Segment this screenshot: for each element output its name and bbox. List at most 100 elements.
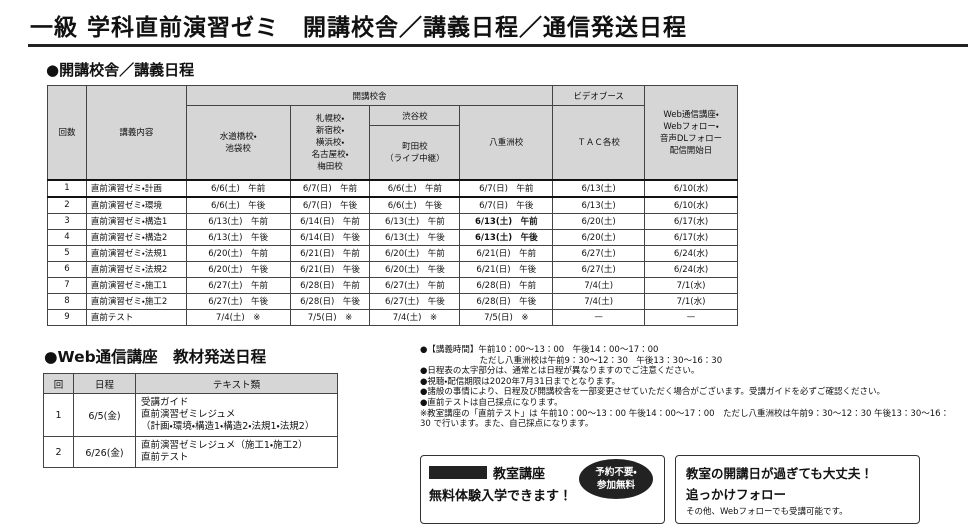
cell: 1 — [43, 393, 74, 437]
cell: 6/13(土) 午前 — [185, 212, 291, 230]
header-cell: 開講校舎 — [185, 85, 554, 106]
cell: 6/27(土) 午前 — [369, 276, 461, 294]
row: 7 直前演習ゼミ・施工1 6/27(土) 午前 6/28(日) 午前 6/27(土) 午… — [47, 276, 738, 294]
note: ●直前テストは自己採点になります。 — [420, 397, 563, 408]
row: 4 直前演習ゼミ・構造2 6/13(土) 午後 6/14(日) 午後 6/13(土) 午… — [47, 228, 738, 246]
cell: 6/13(土) 午前 — [369, 212, 461, 230]
badge: 予約不要・ 参加無料 — [579, 459, 653, 499]
cell: 6/28(日) 午後 — [459, 292, 554, 310]
header-cell: 札幌校・ 新宿校・ 横浜校・ 名古屋校・ 梅田校 — [289, 105, 371, 180]
promo-label: 教室講座 — [493, 467, 546, 482]
cell: 6/20(土) 午前 — [369, 244, 461, 262]
cell: 6 — [47, 260, 87, 278]
cell: 6/5(金) — [73, 393, 136, 437]
text-line: 梅田校 — [317, 162, 343, 173]
header-cell: 町田校 （ライブ中継） — [369, 125, 461, 180]
note: ●【講義時間】午前10：00～13：00 午後14：00～17：00 — [420, 345, 659, 355]
cell: 6/14(日) 午前 — [289, 212, 371, 230]
promo-title: 教室の開講日が過ぎても大丈夫！ — [686, 466, 873, 481]
row: 1 直前演習ゼミ・計画 6/6(土) 午前 6/7(日) 午前 6/6(土) 午前 6/7… — [47, 178, 738, 198]
text-line: 新宿校・ — [315, 126, 345, 137]
row: 8 直前演習ゼミ・施工2 6/27(土) 午後 6/28(日) 午後 6/27(土) 午… — [47, 292, 738, 310]
cell: 6/21(日) 午後 — [459, 260, 554, 278]
promo-text: 無料体験入学できます！ — [429, 489, 573, 504]
label-bar — [429, 466, 487, 479]
cell: 7/5(日) ※ — [459, 308, 554, 326]
cell: 6/13(土) 午後 — [185, 228, 291, 246]
row: 1 6/5(金) 受講ガイド 直前演習ゼミレジュメ （計画・環境・構造1・構造2・法規1… — [43, 393, 338, 437]
text-line: 札幌校・ — [315, 114, 345, 125]
cell: 直前演習ゼミレジュメ（施工1・施工2） 直前テスト — [135, 436, 338, 468]
cell: 6/20(土) — [552, 212, 646, 230]
row: 3 直前演習ゼミ・構造1 6/13(土) 午前 6/14(日) 午前 6/13(土) 午… — [47, 212, 738, 230]
text-line: 直前演習ゼミレジュメ — [141, 409, 236, 420]
cell: 6/20(土) 午後 — [185, 260, 291, 278]
cell: 6/13(土) — [552, 178, 646, 198]
cell: 6/7(日) 午前 — [459, 178, 554, 198]
cell: 6/26(金) — [73, 436, 136, 468]
row: 9 直前テスト 7/4(土) ※ 7/5(日) ※ 7/4(土) ※ 7/5(日) ※ — — — [47, 308, 738, 326]
cell: 6/7(日) 午後 — [459, 196, 554, 214]
section-heading: ●開講校舎／講義日程 — [46, 61, 195, 79]
cell: 6/27(土) 午後 — [185, 292, 291, 310]
cell: 6/28(日) 午前 — [289, 276, 371, 294]
cell: — — [644, 308, 738, 326]
text-line: 横浜校・ — [315, 138, 345, 149]
cell: 8 — [47, 292, 87, 310]
text-line: 参加無料 — [596, 480, 635, 491]
notes: ●【講義時間】午前10：00～13：00 午後14：00～17：00 ただし八重… — [420, 345, 955, 430]
text-line: 池袋校 — [225, 144, 251, 155]
cell: 6/17(水) — [644, 228, 738, 246]
cell: 6/13(土) 午前 — [459, 212, 554, 230]
header-cell: 渋谷校 — [369, 105, 461, 126]
cell: 6/21(日) 午後 — [289, 260, 371, 278]
row: 2 6/26(金) 直前演習ゼミレジュメ（施工1・施工2） 直前テスト — [43, 436, 338, 468]
cell: 6/27(土) 午前 — [185, 276, 291, 294]
header-cell: ＴＡＣ各校 — [552, 105, 646, 180]
cell: 9 — [47, 308, 87, 326]
cell: 6/27(土) 午後 — [369, 292, 461, 310]
text-line: Web通信講座・ — [663, 110, 719, 121]
cell: 受講ガイド 直前演習ゼミレジュメ （計画・環境・構造1・構造2・法規1・法規2） — [135, 393, 338, 437]
cell: 6/24(水) — [644, 260, 738, 278]
header-cell: Web通信講座・ Webフォロー・ 音声DLフォロー 配信開始日 — [644, 85, 738, 180]
cell: 6/13(土) 午後 — [459, 228, 554, 246]
row: 2 直前演習ゼミ・環境 6/6(土) 午後 6/7(日) 午後 6/6(土) 午後 6/7… — [47, 196, 738, 214]
cell: 6/21(日) 午前 — [289, 244, 371, 262]
text-line: 音声DLフォロー — [659, 134, 723, 145]
note: ●諸般の事情により、日程及び開講校舎を一部変更させていただく場合がございます。受… — [420, 387, 886, 398]
title-rule — [28, 44, 968, 47]
cell: 1 — [47, 178, 87, 198]
note: ※教室講座の「直前テスト」は 午前10：00～13：00 午後14：00～17：… — [420, 408, 950, 430]
cell: 直前演習ゼミ・構造2 — [85, 228, 187, 246]
row: 5 直前演習ゼミ・法規1 6/20(土) 午前 6/21(日) 午前 6/20(土) 午… — [47, 244, 738, 262]
cell: 6/14(日) 午後 — [289, 228, 371, 246]
cell: 直前演習ゼミ・施工2 — [85, 292, 187, 310]
cell: 6/10(水) — [644, 178, 738, 198]
text-line: 直前演習ゼミレジュメ（施工1・施工2） — [141, 440, 308, 451]
text-line: 配信開始日 — [669, 146, 713, 157]
cell: 6/24(水) — [644, 244, 738, 262]
text-line: 直前テスト — [141, 452, 189, 463]
cell: 2 — [43, 436, 74, 468]
header-cell: 講義内容 — [85, 85, 187, 180]
cell: 2 — [47, 196, 87, 214]
cell: 7/4(土) ※ — [369, 308, 461, 326]
promo-subtitle: 追っかけフォロー — [686, 487, 787, 502]
cell: 直前演習ゼミ・構造1 — [85, 212, 187, 230]
cell: 6/13(土) 午後 — [369, 228, 461, 246]
cell: 直前演習ゼミ・計画 — [85, 178, 187, 198]
cell: 6/6(土) 午前 — [185, 178, 291, 198]
shipping-table: 回日程 テキスト類 1 6/5(金) 受講ガイド 直前演習ゼミレジュメ （計画・環境・構造1… — [43, 373, 338, 468]
title: 一級 学科直前演習ゼミ 開講校舎／講義日程／通信発送日程 — [30, 15, 688, 41]
cell: 6/28(日) 午前 — [459, 276, 554, 294]
cell: 7 — [47, 276, 87, 294]
cell: 6/6(土) 午後 — [185, 196, 291, 214]
promo-text: その他、Webフォローでも受講可能です。 — [686, 507, 848, 517]
promo-box: 教室の開講日が過ぎても大丈夫！ 追っかけフォロー その他、Webフォローでも受講… — [675, 455, 920, 524]
text-line: 町田校 — [402, 142, 428, 153]
schedule-table: 回数 講義内容 開講校舎 ビデオブース Web通信講座・ Webフォロー・ 音声DLフォロー… — [47, 85, 738, 326]
header-cell: テキスト類 — [135, 373, 338, 394]
cell: 6/20(土) — [552, 228, 646, 246]
